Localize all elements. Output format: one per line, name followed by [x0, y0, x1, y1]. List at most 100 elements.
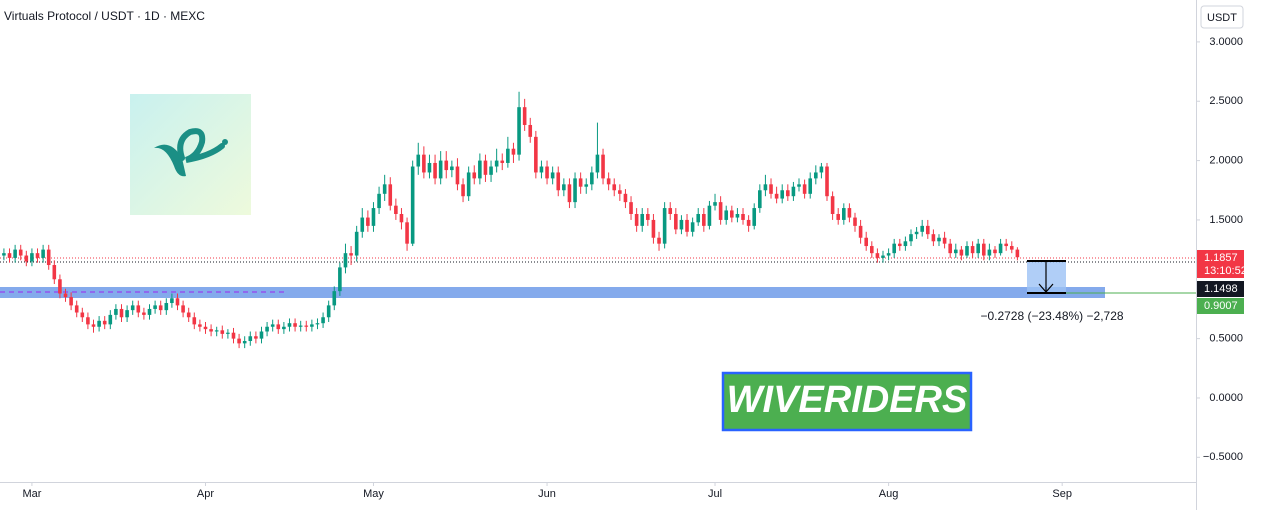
candle-body [338, 267, 342, 292]
candle-body [175, 298, 180, 306]
candle-body [382, 184, 387, 194]
candle-body [102, 320, 107, 325]
candle-body [304, 325, 309, 327]
candle-body [405, 222, 409, 244]
candle-body [433, 162, 437, 179]
candle-body [864, 237, 869, 247]
candle-body [584, 184, 589, 187]
countdown: 13:10:52 [1204, 265, 1247, 277]
candle-body [466, 172, 471, 197]
candle-body [797, 184, 801, 187]
candle-body [791, 186, 796, 197]
candle-body [646, 213, 650, 220]
candle-body [802, 184, 807, 194]
candle-body [80, 312, 85, 318]
candle-body [713, 202, 717, 206]
candle-body [209, 329, 213, 332]
candle-body [707, 205, 712, 226]
candle-body [556, 172, 561, 191]
candle-body [970, 246, 975, 254]
candle-body [108, 314, 113, 325]
candle-body [186, 312, 191, 318]
candle-body [282, 326, 286, 330]
watermark: WIVERIDERS [727, 379, 968, 421]
candle-body [30, 253, 34, 262]
candle-body [259, 331, 264, 339]
candle-body [981, 243, 986, 256]
candle-body [321, 317, 325, 324]
level-box [1197, 281, 1244, 297]
candle-body [886, 253, 891, 256]
y-tick-label: 0.5000 [1209, 333, 1243, 345]
candle-body [489, 166, 493, 175]
candle-body [500, 160, 505, 163]
candle-body [679, 219, 684, 230]
candle-body [752, 208, 757, 226]
candle-body [925, 225, 930, 235]
target-box [1197, 298, 1244, 314]
candle-body [853, 217, 857, 226]
candle-body [276, 324, 281, 330]
y-tick-label: −0.5000 [1203, 451, 1243, 463]
candle-body [63, 293, 68, 298]
candle-body [192, 317, 197, 325]
candle-body [125, 310, 129, 318]
candle-body [657, 237, 661, 244]
candle-body [310, 324, 314, 327]
candle-body [214, 330, 219, 332]
candle-body [847, 208, 852, 218]
candle-body [142, 312, 146, 315]
candle-body [2, 253, 6, 256]
candle-body [461, 184, 465, 197]
candle-body [942, 237, 947, 244]
candle-body [399, 213, 404, 223]
candle-body [640, 213, 645, 226]
candle-body [746, 219, 751, 226]
candle-body [830, 196, 835, 214]
candle-body [567, 184, 572, 203]
candle-body [170, 298, 174, 304]
candle-body [612, 184, 617, 191]
candle-body [948, 243, 952, 254]
candle-body [298, 325, 303, 327]
candle-body [914, 231, 919, 235]
support-zone [0, 287, 1105, 298]
candle-body [478, 160, 482, 179]
candle-body [623, 193, 628, 203]
candle-body [24, 255, 29, 262]
candle-body [842, 208, 846, 220]
candle-body [237, 338, 241, 344]
candle-body [959, 249, 964, 256]
candle-body [685, 219, 689, 232]
y-tick-label: 2.0000 [1209, 154, 1243, 166]
candle-body [52, 265, 57, 280]
candle-body [808, 178, 813, 194]
candle-body [758, 190, 762, 209]
candle-body [388, 184, 393, 206]
target-label: 0.9007 [1204, 300, 1238, 312]
candle-body [494, 160, 499, 167]
candle-body [953, 249, 958, 254]
candle-body [416, 154, 421, 167]
candle-body [7, 253, 12, 258]
candle-body [987, 249, 992, 256]
candle-body [836, 213, 841, 220]
axis-label: USDT [1207, 12, 1237, 24]
candle-body [875, 253, 880, 258]
candle-body [114, 308, 118, 315]
candle-body [595, 154, 600, 173]
candle-body [366, 217, 370, 226]
candle-body [718, 202, 723, 220]
candle-body [786, 190, 790, 197]
candle-body [506, 148, 510, 163]
candle-body [326, 305, 331, 318]
candle-body [332, 291, 337, 306]
candle-body [427, 162, 432, 173]
chart-title: Virtuals Protocol / USDT · 1D · MEXC [4, 9, 205, 23]
candle-body [825, 166, 829, 197]
candle-body [74, 305, 79, 313]
candle-body [629, 202, 633, 214]
x-tick-label: May [363, 488, 384, 500]
y-tick-label: 1.5000 [1209, 214, 1243, 226]
